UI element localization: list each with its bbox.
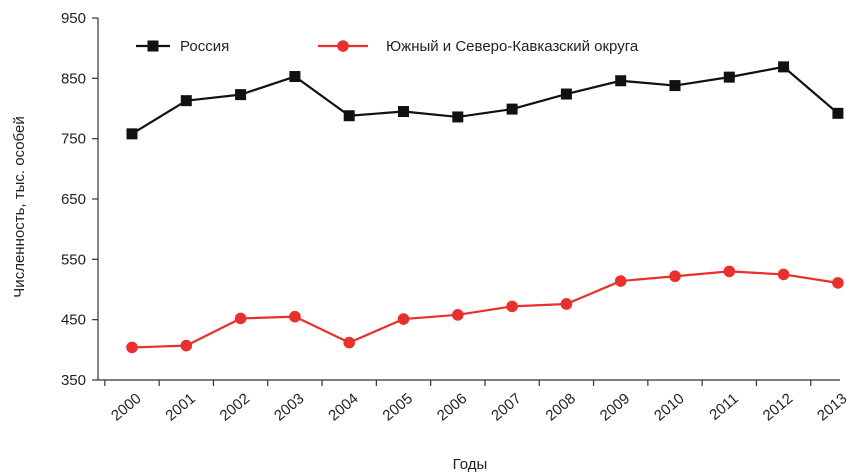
data-point (126, 341, 138, 354)
series-line (131, 270, 839, 349)
legend-swatch-marker (337, 40, 349, 52)
data-point (614, 275, 627, 287)
legend-label: Южный и Северо-Кавказский округа (386, 38, 639, 55)
data-point (560, 298, 573, 310)
data-point (397, 313, 410, 325)
data-point (452, 111, 464, 123)
legend-item-1: Южный и Северо-Кавказский округа (318, 38, 639, 55)
x-tick-label: 2006 (434, 390, 470, 424)
x-tick-label: 2007 (488, 390, 524, 424)
data-point (669, 270, 681, 283)
data-point (723, 265, 736, 278)
y-axis-title: Численность, тыс. особей (11, 116, 28, 297)
data-point (126, 128, 138, 140)
x-tick-label: 2011 (706, 390, 742, 424)
x-tick-label: 2013 (814, 390, 846, 424)
data-point (398, 106, 409, 118)
legend-swatch-marker (147, 40, 159, 52)
y-tick-label: 450 (61, 312, 86, 329)
data-point (560, 88, 572, 100)
legend-item-0: Россия (136, 38, 229, 55)
y-tick-label: 850 (61, 70, 86, 87)
data-point (506, 103, 518, 115)
data-point (452, 309, 464, 321)
x-axis-title: Годы (453, 456, 488, 473)
data-point (778, 61, 790, 73)
data-point (343, 336, 356, 349)
data-point (235, 89, 247, 101)
data-point (669, 80, 681, 92)
y-axis: 350 450 550 650 750 850 950 (61, 10, 99, 389)
data-point (180, 339, 193, 352)
data-point (832, 277, 844, 289)
series-1 (126, 265, 844, 354)
data-point (615, 75, 627, 87)
data-point (832, 107, 844, 119)
data-point (506, 300, 518, 313)
x-tick-label: 2008 (542, 390, 578, 424)
data-point (723, 71, 735, 83)
x-tick-label: 2000 (108, 390, 144, 424)
series-line (131, 65, 839, 135)
data-point (180, 95, 192, 107)
x-tick-label: 2003 (271, 390, 307, 424)
y-tick-label: 350 (61, 372, 86, 389)
y-tick-label: 950 (61, 10, 86, 27)
data-point (234, 312, 247, 325)
x-tick-label: 2002 (217, 390, 253, 424)
x-tick-label: 2004 (325, 390, 361, 424)
x-tick-label: 2012 (760, 390, 796, 424)
data-point (343, 110, 355, 122)
x-tick-label: 2005 (380, 390, 416, 424)
x-tick-label: 2001 (162, 390, 198, 424)
data-point (289, 310, 301, 323)
data-point (289, 71, 301, 83)
y-tick-label: 650 (61, 191, 86, 208)
x-axis: 2000 2001 2002 2003 2004 2005 2006 2007 2008 2009… (98, 379, 846, 425)
y-tick-label: 750 (61, 131, 86, 148)
legend-label: Россия (180, 38, 229, 55)
series-layer (126, 61, 844, 354)
legend: Россия Южный и Северо-Кавказский округа (136, 38, 639, 55)
x-tick-label: 2009 (597, 390, 633, 424)
y-tick-label: 550 (61, 251, 86, 268)
series-0 (126, 61, 844, 140)
x-tick-label: 2010 (651, 390, 687, 424)
data-point (777, 268, 790, 281)
